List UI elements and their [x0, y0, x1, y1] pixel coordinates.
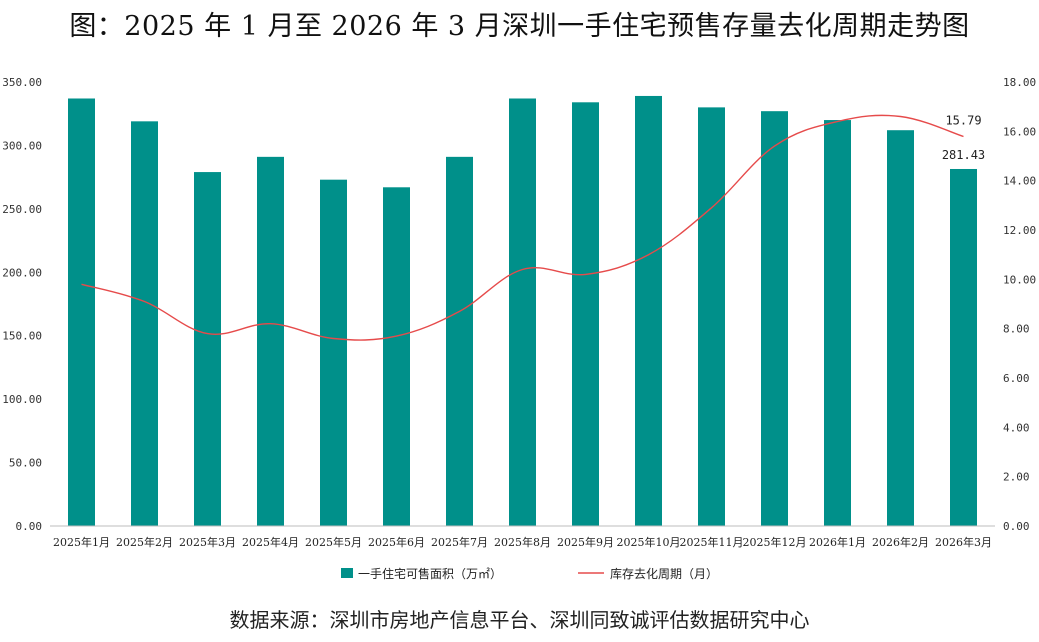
bar: [635, 95, 662, 526]
x-axis-tick-label: 2025年8月: [494, 535, 551, 549]
bar: [383, 187, 410, 526]
x-axis-tick-label: 2025年1月: [53, 535, 110, 549]
x-axis-tick-label: 2026年2月: [872, 535, 929, 549]
legend-bar-label: 一手住宅可售面积（万㎡）: [358, 566, 502, 581]
line-data-label: 15.79: [945, 114, 981, 128]
left-axis-tick-label: 200.00: [2, 266, 42, 279]
x-axis-tick-label: 2025年5月: [305, 535, 362, 549]
x-axis-tick-label: 2025年10月: [617, 535, 681, 549]
legend: 一手住宅可售面积（万㎡） 库存去化周期（月）: [341, 566, 718, 581]
right-axis-tick-label: 14.00: [1003, 175, 1036, 188]
right-axis-tick-label: 6.00: [1003, 372, 1030, 385]
x-axis-tick-label: 2026年1月: [809, 535, 866, 549]
x-axis-tick-label: 2025年11月: [680, 535, 744, 549]
x-axis-tick-label: 2025年9月: [557, 535, 614, 549]
bar: [761, 111, 788, 527]
bar: [194, 172, 221, 526]
data-source: 数据来源：深圳市房地产信息平台、深圳同致诚评估数据研究中心: [229, 608, 810, 632]
bar: [446, 156, 473, 527]
bar: [572, 102, 599, 526]
bar: [824, 120, 851, 527]
right-axis-tick-label: 18.00: [1003, 76, 1036, 89]
legend-bar-swatch: [341, 568, 353, 578]
x-axis-tick-label: 2025年2月: [116, 535, 173, 549]
bar-series: [68, 95, 977, 527]
bar: [131, 121, 158, 526]
bar: [950, 168, 977, 526]
right-axis: 0.00 2.00 4.00 6.00 8.00 10.00 12.00 14.00 16.00…: [1003, 76, 1036, 533]
left-axis: 0.00 50.00 100.00 150.00 200.00 250.00 300.00 3…: [2, 76, 42, 533]
bar: [68, 98, 95, 527]
x-axis-tick-label: 2025年6月: [368, 535, 425, 549]
bar: [698, 107, 725, 526]
left-axis-tick-label: 300.00: [2, 139, 42, 152]
x-axis: 2025年1月 2025年2月 2025年3月 2025年4月 2025年5月 2025年…: [53, 535, 992, 549]
left-axis-tick-label: 100.00: [2, 393, 42, 406]
right-axis-tick-label: 8.00: [1003, 323, 1030, 336]
right-axis-tick-label: 0.00: [1003, 520, 1030, 533]
legend-line-label: 库存去化周期（月）: [610, 566, 718, 581]
x-axis-tick-label: 2025年3月: [179, 535, 236, 549]
bar: [257, 156, 284, 527]
right-axis-tick-label: 16.00: [1003, 125, 1036, 138]
left-axis-tick-label: 50.00: [9, 457, 42, 470]
left-axis-tick-label: 0.00: [16, 520, 43, 533]
x-axis-tick-label: 2026年3月: [935, 535, 992, 549]
bar: [887, 130, 914, 526]
right-axis-tick-label: 4.00: [1003, 421, 1030, 434]
bar: [320, 179, 347, 526]
x-axis-tick-label: 2025年7月: [431, 535, 488, 549]
bar: [509, 98, 536, 527]
left-axis-tick-label: 250.00: [2, 203, 42, 216]
x-axis-tick-label: 2025年12月: [743, 535, 807, 549]
right-axis-tick-label: 10.00: [1003, 273, 1036, 286]
left-axis-tick-label: 350.00: [2, 76, 42, 89]
bar-data-label: 281.43: [942, 148, 985, 162]
x-axis-tick-label: 2025年4月: [242, 535, 299, 549]
right-axis-tick-label: 12.00: [1003, 224, 1036, 237]
left-axis-tick-label: 150.00: [2, 330, 42, 343]
right-axis-tick-label: 2.00: [1003, 471, 1030, 484]
chart-title: 图：2025 年 1 月至 2026 年 3 月深圳一手住宅预售存量去化周期走势…: [69, 11, 970, 42]
line-series: [81, 114, 964, 341]
